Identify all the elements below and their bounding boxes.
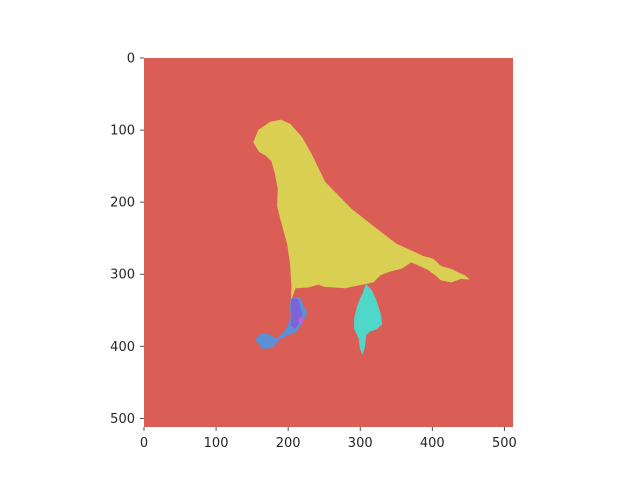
y-tick-label: 200 [110, 196, 135, 211]
x-tick-label: 400 [420, 436, 445, 451]
x-axis: 0 100 200 300 400 500 [140, 427, 517, 451]
y-tick-label: 100 [110, 124, 135, 139]
x-tick-label: 300 [348, 436, 373, 451]
x-tick-label: 500 [492, 436, 517, 451]
region-leg-right [354, 283, 383, 356]
y-tick-label: 0 [127, 52, 135, 67]
x-tick-label: 100 [204, 436, 229, 451]
y-tick-label: 500 [110, 412, 135, 427]
plot-area [144, 58, 513, 427]
x-tick-label: 200 [276, 436, 301, 451]
region-magenta-spot [297, 317, 304, 325]
y-tick-label: 300 [110, 268, 135, 283]
x-tick-label: 0 [140, 436, 148, 451]
region-bird-body [253, 119, 470, 301]
y-axis: 0 100 200 300 400 500 [110, 52, 144, 427]
y-tick-label: 400 [110, 340, 135, 355]
